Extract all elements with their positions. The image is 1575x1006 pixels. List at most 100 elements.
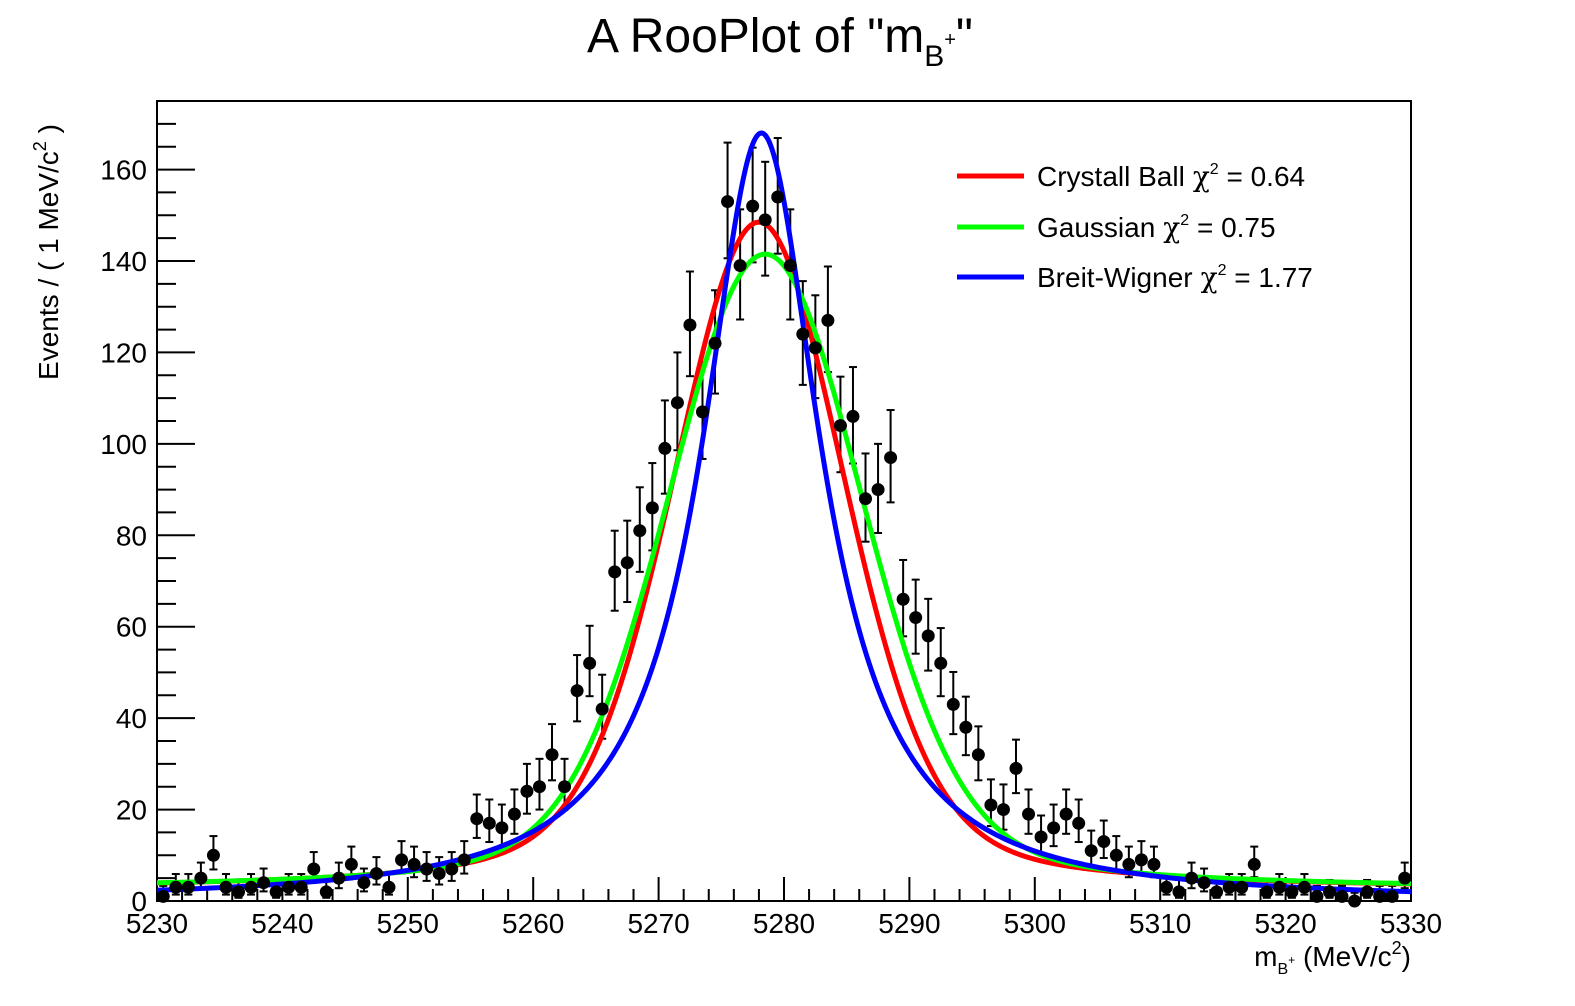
fit-curve-gaussian — [155, 251, 1413, 887]
data-point — [1272, 880, 1286, 894]
data-point — [1059, 807, 1073, 821]
data-point — [407, 857, 421, 871]
data-point — [206, 848, 220, 862]
data-point — [1297, 880, 1311, 894]
legend-entry-crystal-ball: Crystall Ball χ2 = 0.64 — [1037, 160, 1305, 193]
data-point — [1159, 880, 1173, 894]
data-point — [934, 656, 948, 670]
x-axis-label: mB+ (MeV/c2) — [1254, 938, 1411, 978]
legend-value-breit-wigner: = 1.77 — [1226, 262, 1312, 293]
legend-chi-sup: 2 — [1210, 161, 1219, 178]
data-point — [1197, 876, 1211, 890]
data-point — [821, 313, 835, 327]
x-tick-label: 5310 — [1129, 908, 1191, 939]
legend-value-crystal-ball: = 0.64 — [1219, 161, 1305, 192]
data-point — [307, 862, 321, 876]
data-point — [282, 880, 296, 894]
data-point — [570, 684, 584, 698]
y-tick-label: 40 — [116, 703, 147, 734]
data-point — [1335, 889, 1349, 903]
data-point — [909, 611, 923, 625]
data-point — [507, 807, 521, 821]
legend-chi-symbol: χ — [1163, 211, 1180, 244]
data-point — [746, 199, 760, 213]
data-point — [796, 327, 810, 341]
data-point — [1097, 835, 1111, 849]
data-point — [783, 259, 797, 273]
x-tick-label: 5300 — [1004, 908, 1066, 939]
data-point — [771, 190, 785, 204]
data-point — [344, 857, 358, 871]
y-tick-label: 0 — [131, 886, 147, 917]
data-point — [833, 419, 847, 433]
legend-label-gaussian: Gaussian — [1037, 212, 1155, 243]
legend-value-gaussian: = 0.75 — [1189, 212, 1275, 243]
legend-label-crystal-ball: Crystall Ball — [1037, 161, 1185, 192]
data-point — [1084, 844, 1098, 858]
data-point — [946, 697, 960, 711]
data-point — [1247, 857, 1261, 871]
y-tick-label: 80 — [116, 520, 147, 551]
y-tick-label: 20 — [116, 795, 147, 826]
fit-curves — [155, 130, 1413, 895]
x-axis-label-unit-end: ) — [1402, 941, 1411, 972]
data-point — [1398, 871, 1412, 885]
data-point — [1322, 885, 1336, 899]
data-point — [269, 885, 283, 899]
data-point — [1134, 853, 1148, 867]
data-point — [721, 195, 735, 209]
data-point — [620, 556, 634, 570]
data-point — [156, 889, 170, 903]
chart-title-sup: + — [944, 29, 956, 51]
y-axis-label-end: ) — [33, 124, 64, 141]
data-point — [708, 336, 722, 350]
legend-chi-symbol: χ — [1193, 160, 1210, 193]
data-point — [1122, 857, 1136, 871]
y-axis-label-sup: 2 — [30, 141, 50, 151]
data-point — [996, 803, 1010, 817]
x-tick-label: 5270 — [627, 908, 689, 939]
data-point — [608, 565, 622, 579]
data-point — [420, 862, 434, 876]
data-point — [658, 441, 672, 455]
data-point — [645, 501, 659, 515]
legend-entry-gaussian: Gaussian χ2 = 0.75 — [1037, 211, 1276, 244]
data-point — [1022, 807, 1036, 821]
data-point — [244, 880, 258, 894]
data-point — [294, 880, 308, 894]
y-tick-label: 120 — [100, 337, 147, 368]
data-point — [1285, 885, 1299, 899]
chart-title-suffix: " — [956, 10, 973, 63]
data-point — [1072, 816, 1086, 830]
data-point — [1260, 885, 1274, 899]
data-point — [846, 409, 860, 423]
x-tick-label: 5320 — [1254, 908, 1316, 939]
legend: Crystall Ball χ2 = 0.64 Gaussian χ2 = 0.75… — [957, 160, 1313, 294]
data-point — [921, 629, 935, 643]
data-point — [520, 784, 534, 798]
data-point — [232, 885, 246, 899]
data-point — [1310, 889, 1324, 903]
data-point — [984, 798, 998, 812]
x-axis-label-sup: + — [1288, 953, 1295, 967]
data-point — [733, 259, 747, 273]
data-point — [959, 720, 973, 734]
data-point — [583, 656, 597, 670]
data-point — [884, 451, 898, 465]
chart-title: A RooPlot of "mB+" — [587, 10, 973, 73]
data-point — [808, 341, 822, 355]
data-point — [1222, 880, 1236, 894]
y-tick-label: 140 — [100, 246, 147, 277]
data-point — [859, 492, 873, 506]
data-points — [156, 190, 1412, 908]
data-point — [558, 780, 572, 794]
data-point — [257, 876, 271, 890]
data-point — [1235, 880, 1249, 894]
data-point — [695, 405, 709, 419]
x-tick-label: 5280 — [753, 908, 815, 939]
y-tick-label: 60 — [116, 612, 147, 643]
data-point — [758, 213, 772, 227]
data-point — [1009, 761, 1023, 775]
data-point — [169, 880, 183, 894]
data-point — [896, 592, 910, 606]
